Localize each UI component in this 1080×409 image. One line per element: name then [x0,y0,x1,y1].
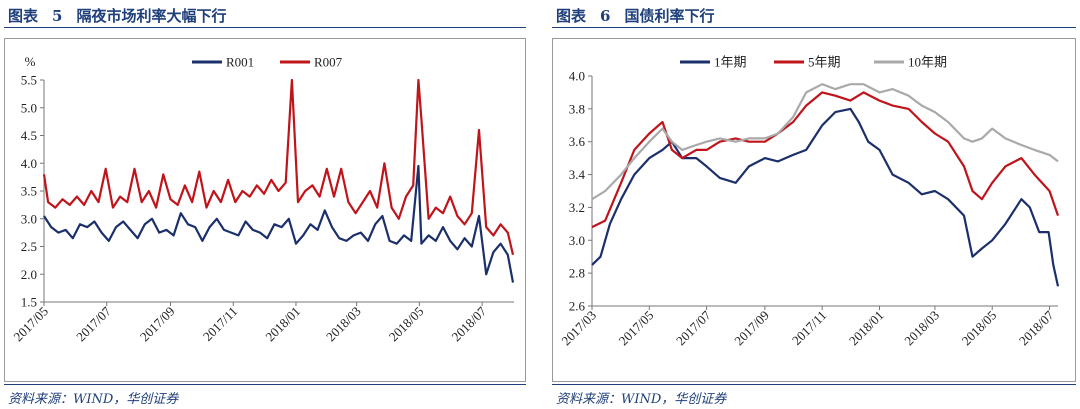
x-tick-label-5: 2018/01 [846,308,887,349]
y-tick-label-1: 2.8 [569,266,585,281]
figure-5-text: 隔夜市场利率大幅下行 [76,7,227,25]
series-line-0 [43,164,515,283]
chart-frame [4,38,526,382]
legend-label-0: 1年期 [714,55,747,70]
series-line-1 [42,78,515,256]
y-tick-label-2: 3.0 [569,233,585,248]
y-axis-unit-label: % [25,54,36,69]
y-tick-label-0: 2.6 [569,299,586,314]
x-tick-label-1: 2017/05 [616,308,657,349]
y-tick-label-3: 3.2 [569,200,585,215]
y-tick-label-6: 3.8 [569,101,585,116]
x-tick-label-8: 2018/07 [1016,307,1057,348]
figure-6-text: 国债利率下行 [624,7,715,25]
figure-6-top-rule [552,27,1076,28]
figure-5-source: 资料来源：WIND，华创证券 [8,392,179,407]
x-tick-label-3: 2017/09 [731,308,772,349]
y-tick-label-4: 3.4 [569,167,586,182]
legend-label-2: 10年期 [908,55,947,70]
x-tick-label-2: 2017/07 [673,307,714,348]
figure-6-bottom-rule [552,384,1076,385]
x-tick-label-6: 2018/03 [901,308,942,349]
x-tick-label-1: 2017/07 [73,303,114,344]
x-tick-label-0: 2017/05 [10,304,51,345]
figure-5-panel: 图表 5 隔夜市场利率大幅下行 1.5 2.0 2.5 3.0 3.5 4.0 4.5 5.0 5.… [0,0,530,409]
x-tick-label-7: 2018/07 [448,303,489,344]
y-tick-label-0: 1.5 [21,295,37,310]
y-tick-label-2: 2.5 [21,239,37,254]
x-tick-label-6: 2018/05 [386,304,427,345]
x-tick-label-0: 2017/03 [558,308,599,349]
y-tick-label-4: 3.5 [21,184,37,199]
series-line-2 [591,83,1059,201]
figure-6-panel: 图表 6 国债利率下行 2.6 2.8 3.0 3.2 3.4 3.6 3.8 4.0 2017/0… [548,0,1080,409]
legend-label-0: R001 [226,55,254,70]
y-tick-label-1: 2.0 [21,267,37,282]
y-tick-label-7: 5.0 [21,100,37,115]
figure-5-top-rule [4,27,526,28]
legend-label-1: R007 [314,55,343,70]
overnight-rate-chart: 1.5 2.0 2.5 3.0 3.5 4.0 4.5 5.0 5.5 2017/05 2017/0… [4,38,526,382]
x-tick-label-2: 2017/09 [137,304,178,345]
series-line-1 [591,91,1060,229]
series-line-0 [591,107,1060,287]
figure-6-title: 图表 6 国债利率下行 [556,5,714,26]
x-tick-label-4: 2017/11 [789,308,829,348]
y-tick-label-5: 3.6 [569,134,586,149]
figure-5-number: 5 [52,7,63,25]
legend-label-1: 5年期 [808,55,841,70]
y-tick-label-8: 5.5 [21,73,37,88]
x-tick-label-7: 2018/05 [959,308,1000,349]
figure-6-source: 资料来源：WIND，华创证券 [556,392,727,407]
figure-5-label: 图表 [8,7,39,25]
figure-6-label: 图表 [556,7,587,25]
treasury-yield-chart: 2.6 2.8 3.0 3.2 3.4 3.6 3.8 4.0 2017/03 2017/05 20… [552,38,1076,382]
y-tick-label-3: 3.0 [21,211,37,226]
y-tick-label-6: 4.5 [21,128,37,143]
y-tick-label-5: 4.0 [21,156,37,171]
figure-5-title: 图表 5 隔夜市场利率大幅下行 [8,5,226,26]
chart-frame [552,38,1076,382]
figure-6-number: 6 [600,7,611,25]
x-tick-label-4: 2018/01 [262,304,303,345]
figure-5-bottom-rule [4,384,526,385]
x-tick-label-5: 2018/03 [323,304,364,345]
y-tick-label-7: 4.0 [569,69,585,84]
x-tick-label-3: 2017/11 [200,304,240,344]
